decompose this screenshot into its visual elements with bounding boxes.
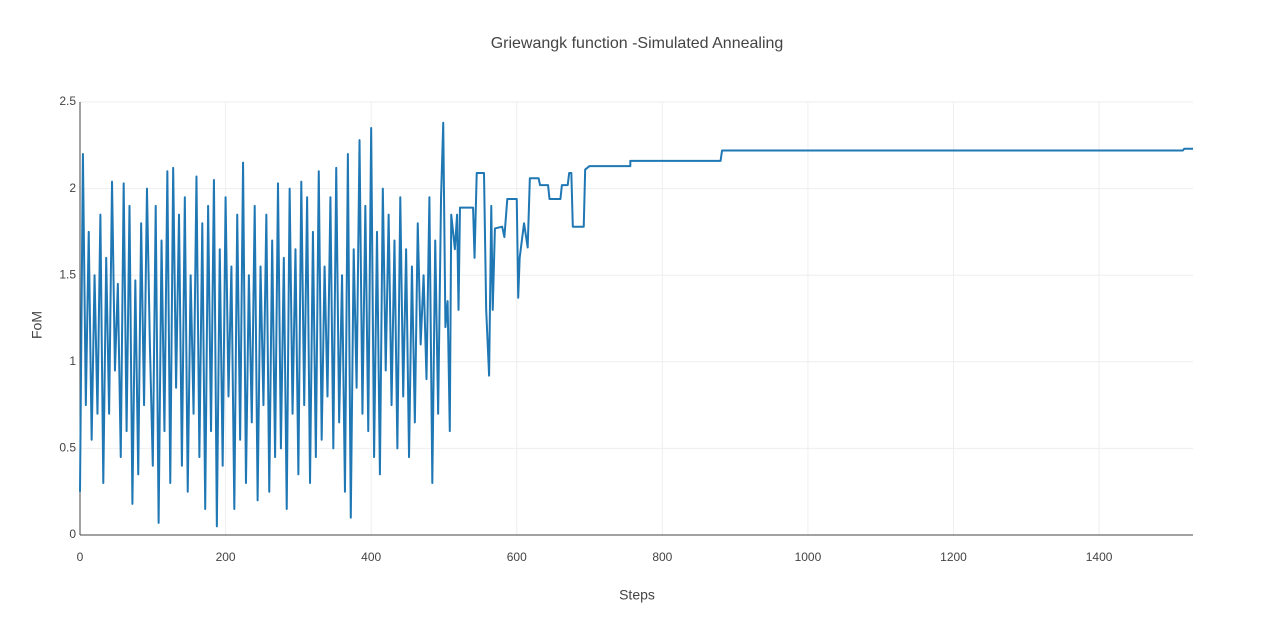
x-tick-label: 400 xyxy=(361,550,381,564)
y-tick-label: 0.5 xyxy=(59,441,76,455)
y-tick-label: 2.5 xyxy=(59,94,76,108)
x-tick-label: 0 xyxy=(77,550,84,564)
y-axis-label: FoM xyxy=(29,311,45,339)
x-tick-label: 1400 xyxy=(1086,550,1113,564)
y-tick-label: 2 xyxy=(69,181,76,195)
x-tick-label: 200 xyxy=(216,550,236,564)
y-tick-label: 0 xyxy=(69,527,76,541)
x-tick-label: 600 xyxy=(507,550,527,564)
x-tick-label: 1000 xyxy=(795,550,822,564)
chart-title: Griewangk function -Simulated Annealing xyxy=(491,35,784,52)
data-line xyxy=(79,121,1193,528)
y-tick-label: 1.5 xyxy=(59,267,76,281)
x-axis-label: Steps xyxy=(619,587,655,603)
x-tick-label: 1200 xyxy=(940,550,967,564)
y-tick-label: 1 xyxy=(69,354,76,368)
x-tick-label: 800 xyxy=(652,550,672,564)
